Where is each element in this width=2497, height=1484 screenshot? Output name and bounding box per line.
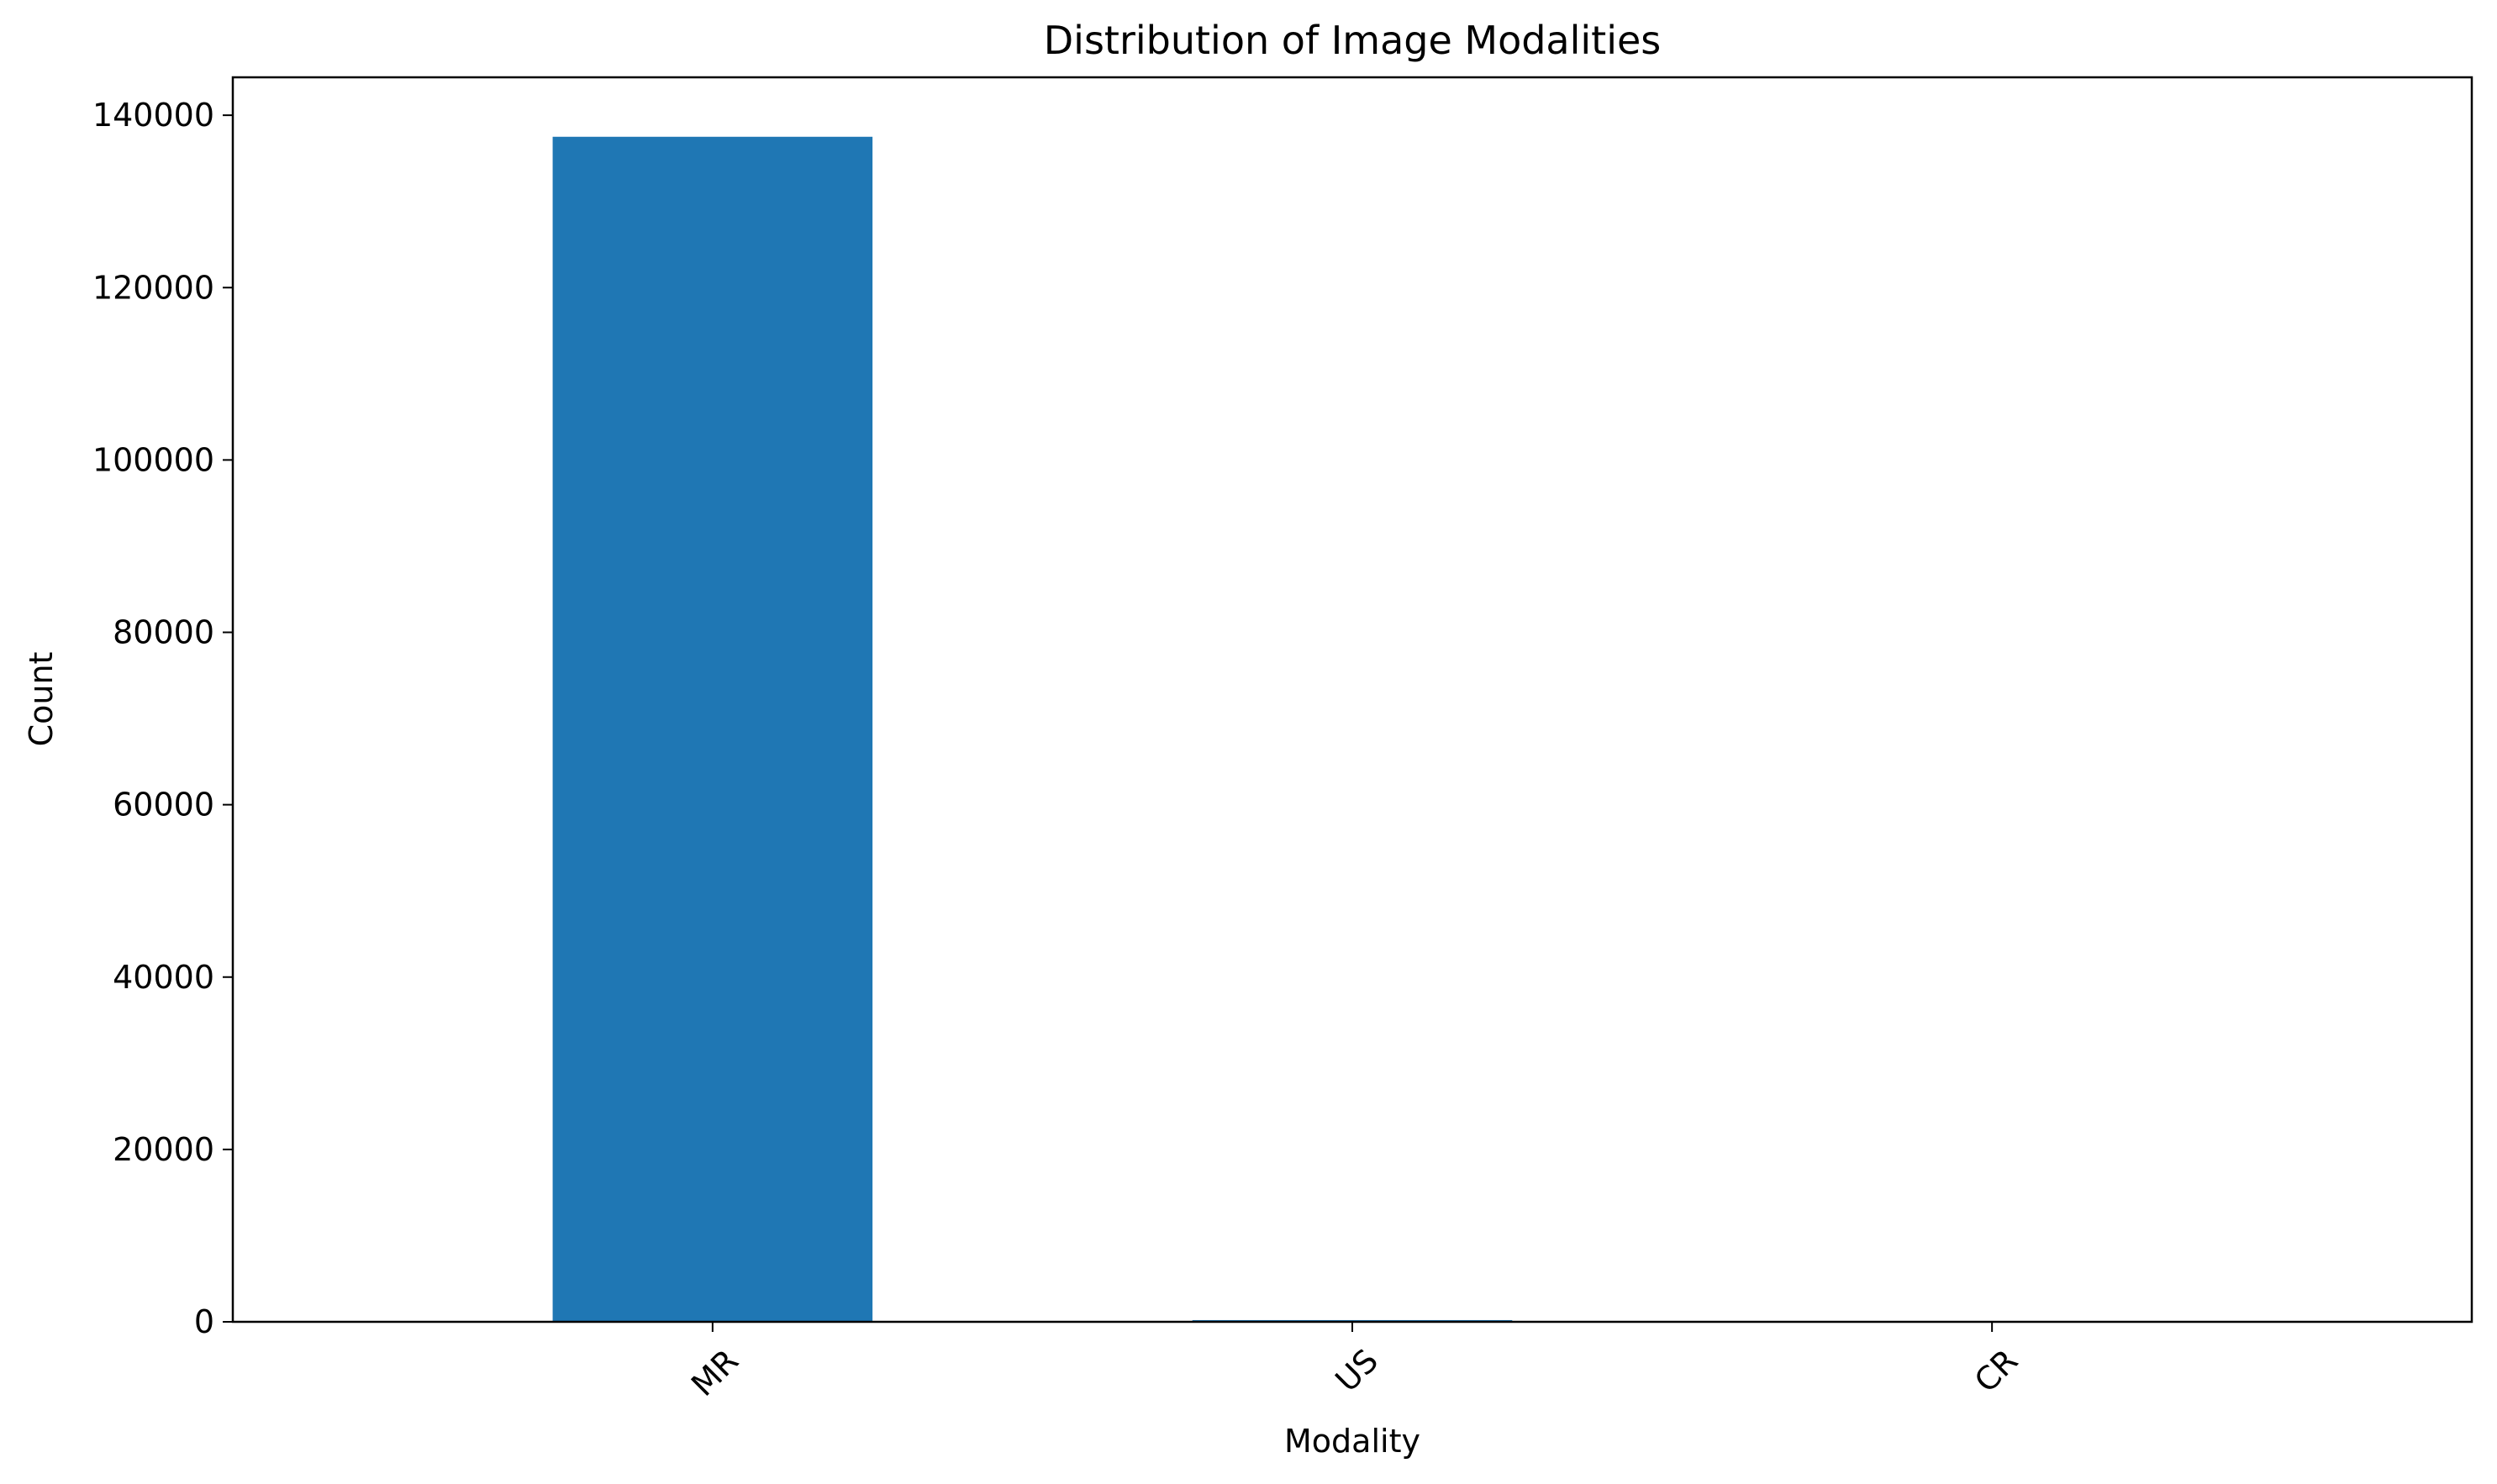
y-tick-label: 40000 <box>113 959 214 996</box>
bars-group <box>552 136 2152 1322</box>
y-tick-label: 120000 <box>92 269 214 306</box>
y-tick-label: 80000 <box>113 614 214 651</box>
y-tick-label: 20000 <box>113 1131 214 1168</box>
bar-mr <box>552 136 873 1322</box>
y-axis-title: Count <box>23 652 60 747</box>
plot-frame <box>231 76 2473 1323</box>
y-tick-label: 60000 <box>113 787 214 824</box>
y-tick-label: 100000 <box>92 441 214 478</box>
y-tick-label: 0 <box>194 1303 214 1340</box>
y-axis: 0 20000 40000 60000 80000 100000 120000 140000 <box>92 97 233 1340</box>
x-axis-title: Modality <box>1284 1423 1420 1460</box>
y-tick-label: 140000 <box>92 97 214 134</box>
chart-title: Distribution of Image Modalities <box>1044 18 1662 63</box>
